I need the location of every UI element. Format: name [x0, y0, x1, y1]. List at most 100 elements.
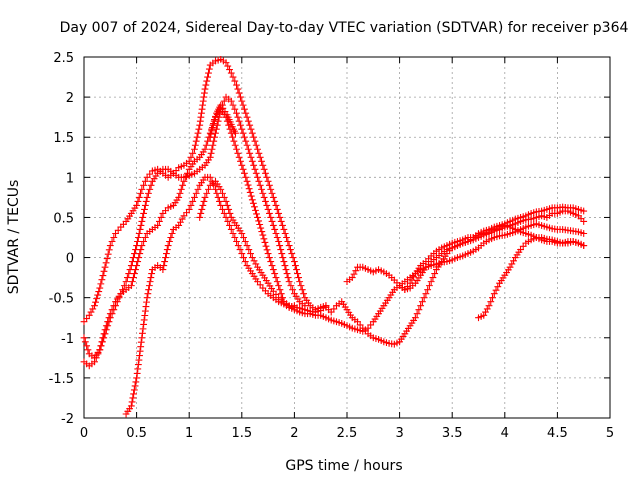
series-track-2 — [80, 93, 309, 362]
data-marker — [269, 266, 277, 273]
data-marker — [242, 109, 250, 117]
data-marker — [253, 210, 260, 218]
x-tick-label: 0 — [80, 426, 88, 441]
data-marker — [141, 206, 148, 213]
data-marker — [245, 246, 253, 253]
data-marker — [210, 137, 218, 145]
data-marker — [243, 177, 251, 185]
data-marker — [189, 198, 197, 205]
data-marker — [236, 246, 244, 253]
data-marker — [178, 215, 186, 223]
data-marker — [289, 286, 297, 294]
data-marker — [255, 177, 263, 185]
data-marker — [207, 130, 215, 138]
data-marker — [296, 278, 304, 286]
data-marker — [135, 193, 143, 201]
data-marker — [238, 230, 246, 237]
data-marker — [281, 262, 289, 269]
data-marker — [175, 193, 183, 201]
data-marker — [252, 260, 260, 268]
y-tick-label: -2 — [61, 412, 74, 427]
data-marker — [140, 321, 148, 328]
data-marker — [203, 77, 211, 85]
data-marker — [254, 145, 261, 153]
data-marker — [260, 193, 268, 201]
data-marker — [132, 266, 139, 273]
data-marker — [231, 77, 239, 85]
data-marker — [95, 288, 103, 295]
data-marker — [197, 210, 205, 217]
series-track-1 — [80, 56, 330, 326]
data-marker — [227, 97, 235, 105]
data-marker — [208, 145, 216, 153]
data-marker — [200, 93, 208, 101]
data-marker — [248, 196, 256, 204]
data-marker — [206, 173, 214, 181]
data-marker — [294, 270, 301, 277]
x-tick-label: 1 — [185, 426, 193, 441]
data-marker — [130, 390, 137, 398]
data-marker — [196, 214, 204, 221]
data-marker — [206, 153, 214, 161]
data-marker — [295, 274, 303, 282]
data-marker — [237, 157, 244, 165]
data-marker — [288, 250, 296, 257]
data-marker — [247, 153, 255, 161]
data-marker — [249, 199, 257, 207]
data-marker — [104, 322, 112, 330]
data-marker — [269, 193, 277, 201]
data-marker — [208, 127, 216, 135]
y-axis-label: SDTVAR / TECUs — [6, 180, 22, 295]
data-marker — [209, 120, 217, 127]
data-marker — [147, 181, 155, 189]
data-marker — [177, 185, 185, 193]
data-marker — [235, 89, 243, 97]
data-marker — [157, 214, 165, 221]
data-marker — [247, 192, 255, 200]
x-tick-label: 4.5 — [547, 426, 568, 441]
data-marker — [297, 282, 305, 290]
data-marker — [123, 274, 131, 282]
data-marker — [154, 222, 162, 229]
x-tick-label: 1.5 — [231, 426, 252, 441]
data-marker — [139, 214, 147, 221]
data-marker — [248, 254, 256, 261]
data-marker — [97, 342, 105, 350]
data-marker — [240, 234, 247, 241]
data-marker — [248, 129, 256, 137]
data-marker — [258, 185, 265, 193]
data-marker — [227, 226, 235, 233]
tick-labels: 0 0.5 1 1.5 2 2.5 3 3.5 4 4.5 5 -2 -1.5 -1 -0.5 0 0.5 1 1.… — [49, 51, 615, 441]
data-marker — [257, 224, 265, 232]
data-marker — [227, 69, 235, 77]
data-marker — [239, 101, 247, 109]
data-marker — [226, 66, 233, 73]
data-marker — [80, 334, 88, 342]
x-tick-label: 0.5 — [126, 426, 147, 441]
data-marker — [225, 206, 233, 213]
data-marker — [238, 125, 246, 133]
data-marker — [106, 242, 114, 249]
data-marker — [231, 141, 239, 149]
data-marker — [237, 121, 244, 129]
x-tick-label: 4 — [501, 426, 509, 441]
data-marker — [271, 198, 279, 205]
y-tick-label: 2.5 — [53, 51, 74, 66]
data-marker — [179, 181, 187, 189]
data-marker — [155, 218, 163, 225]
data-marker — [134, 198, 142, 205]
data-marker — [220, 210, 228, 217]
data-marker — [244, 117, 252, 125]
data-marker — [141, 312, 149, 319]
data-marker — [133, 262, 140, 269]
data-marker — [189, 149, 197, 157]
data-marker — [102, 259, 110, 267]
data-marker — [196, 117, 204, 125]
data-marker — [233, 145, 240, 153]
data-marker — [413, 310, 421, 318]
data-marker — [273, 278, 281, 286]
data-marker — [139, 325, 147, 333]
data-marker — [143, 298, 150, 306]
data-marker — [134, 361, 142, 368]
data-marker — [256, 221, 264, 228]
